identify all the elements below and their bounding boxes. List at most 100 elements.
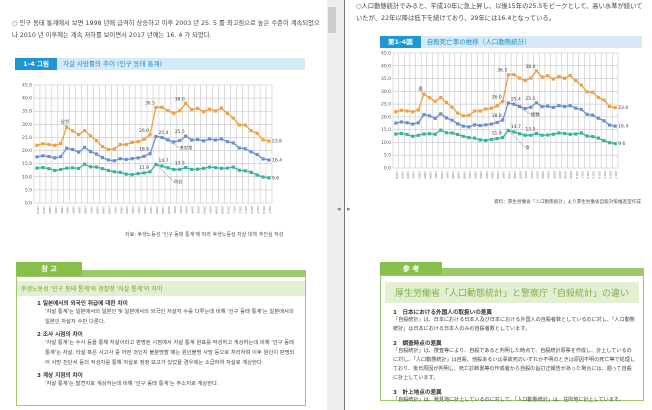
x-tick-label: 2017 <box>614 171 618 179</box>
data-point <box>411 110 415 114</box>
data-point <box>261 157 265 161</box>
data-point <box>501 135 505 140</box>
data-label: 18.8 <box>139 147 149 153</box>
pane-divider[interactable] <box>344 0 345 410</box>
x-tick-label: 1982 <box>60 206 64 214</box>
figure-tag: 1-4 그림 <box>15 58 57 70</box>
data-point <box>478 109 482 113</box>
ref-heading-1: 1 일본에서의 외국인 취급에 대한 차이 <box>37 301 128 307</box>
x-tick-label: 1994 <box>485 171 489 179</box>
ref-body-3: '자살 통계'는 발견지로 계상하는데 비해 '인구 동태 통계'는 주소지로 … <box>45 381 219 387</box>
x-tick-label: 2012 <box>586 171 590 179</box>
data-point <box>540 75 544 79</box>
data-point <box>613 141 617 146</box>
data-label: 13.5 <box>525 127 535 133</box>
data-point <box>461 114 465 118</box>
data-point <box>237 168 241 172</box>
data-point <box>160 135 164 140</box>
ref-heading-2: 2 조사 시점의 차이 <box>37 332 83 338</box>
reference-title-jp: 厚生労働省「人口動態統計」と警察庁「自殺統計」の違い <box>385 282 639 303</box>
data-point <box>427 96 432 100</box>
data-point <box>112 147 116 151</box>
series-label: 남성 <box>61 118 69 125</box>
x-tick-label: 2011 <box>580 171 584 179</box>
data-point <box>243 147 247 151</box>
left-page: ○ 인구 동태 통계에서 보면 1998 년에 급격히 상승하고 이후 2003… <box>12 20 320 406</box>
data-point <box>47 142 51 147</box>
data-point <box>478 123 482 128</box>
data-point <box>416 121 420 125</box>
x-tick-label: 1996 <box>496 171 500 179</box>
next-page-arrow-icon[interactable]: ▸ <box>347 205 351 213</box>
data-point <box>82 129 87 133</box>
data-point <box>506 73 510 77</box>
data-point <box>166 166 170 170</box>
x-tick-label: 1981 <box>412 171 416 179</box>
data-label: 25.5 <box>175 129 185 135</box>
data-point <box>568 104 572 108</box>
data-point <box>118 142 122 147</box>
data-point <box>196 106 200 110</box>
data-point <box>106 168 110 173</box>
data-point <box>540 133 544 137</box>
data-point <box>196 137 200 142</box>
x-tick-label: 2014 <box>597 171 601 179</box>
x-tick-label: 1992 <box>474 171 478 179</box>
data-point <box>461 124 465 128</box>
data-point <box>557 131 561 135</box>
ref-body-jp-1: 「自殺統計」は、日本における日本人及び日本における外国人の自殺者数としているのに… <box>393 317 635 332</box>
ref-heading-jp-2: 2 調査時点の差異 <box>393 341 442 347</box>
data-point <box>472 123 477 127</box>
data-point <box>77 132 81 137</box>
data-point <box>267 158 271 162</box>
x-tick-label: 1984 <box>72 206 76 214</box>
x-tick-label: 1995 <box>490 171 494 179</box>
data-point <box>100 156 105 160</box>
data-point <box>213 166 218 170</box>
data-point <box>523 133 527 137</box>
data-point <box>184 134 188 138</box>
data-point <box>124 172 128 176</box>
data-point <box>207 137 212 141</box>
data-point <box>196 167 200 171</box>
x-tick-label: 1982 <box>417 171 421 179</box>
data-point <box>249 170 253 174</box>
data-point <box>112 170 116 174</box>
reference-bar-jp <box>442 268 644 275</box>
data-point <box>433 132 437 136</box>
data-point <box>411 134 415 138</box>
data-point <box>478 138 482 142</box>
data-point <box>467 125 471 129</box>
data-point <box>489 122 494 126</box>
data-point <box>591 134 595 139</box>
data-point <box>596 116 600 120</box>
data-point <box>231 141 235 145</box>
data-label: 25.4 <box>511 97 521 103</box>
reference-tab-jp: 参 考 <box>380 262 442 276</box>
series-line-0 <box>395 69 616 117</box>
data-point <box>178 109 182 113</box>
y-tick-label: 5.0 <box>25 187 32 193</box>
scrollbar-thumb[interactable] <box>328 7 336 33</box>
prev-page-arrow-icon[interactable]: ◂ <box>337 205 341 213</box>
x-tick-label: 1978 <box>395 171 399 179</box>
data-point <box>261 138 265 142</box>
data-point <box>467 135 471 140</box>
data-point <box>166 138 170 142</box>
data-point <box>394 121 398 125</box>
series-label: 여성 <box>174 179 182 186</box>
data-point <box>41 166 45 170</box>
figure-title: 자살 사망률의 추이 (인구 동태 통계) <box>62 60 163 68</box>
x-tick-label: 2005 <box>547 171 551 179</box>
data-point <box>213 138 218 142</box>
data-point <box>439 95 443 100</box>
vertical-scrollbar[interactable] <box>327 0 344 410</box>
y-tick-label: 25.0 <box>22 135 32 141</box>
reference-tab: 참 고 <box>16 262 82 276</box>
data-point <box>237 146 241 150</box>
x-tick-label: 1991 <box>468 171 472 179</box>
data-point <box>484 123 488 127</box>
data-label: 9.6 <box>272 175 279 181</box>
x-tick-label: 1984 <box>429 171 433 179</box>
data-point <box>118 170 122 174</box>
